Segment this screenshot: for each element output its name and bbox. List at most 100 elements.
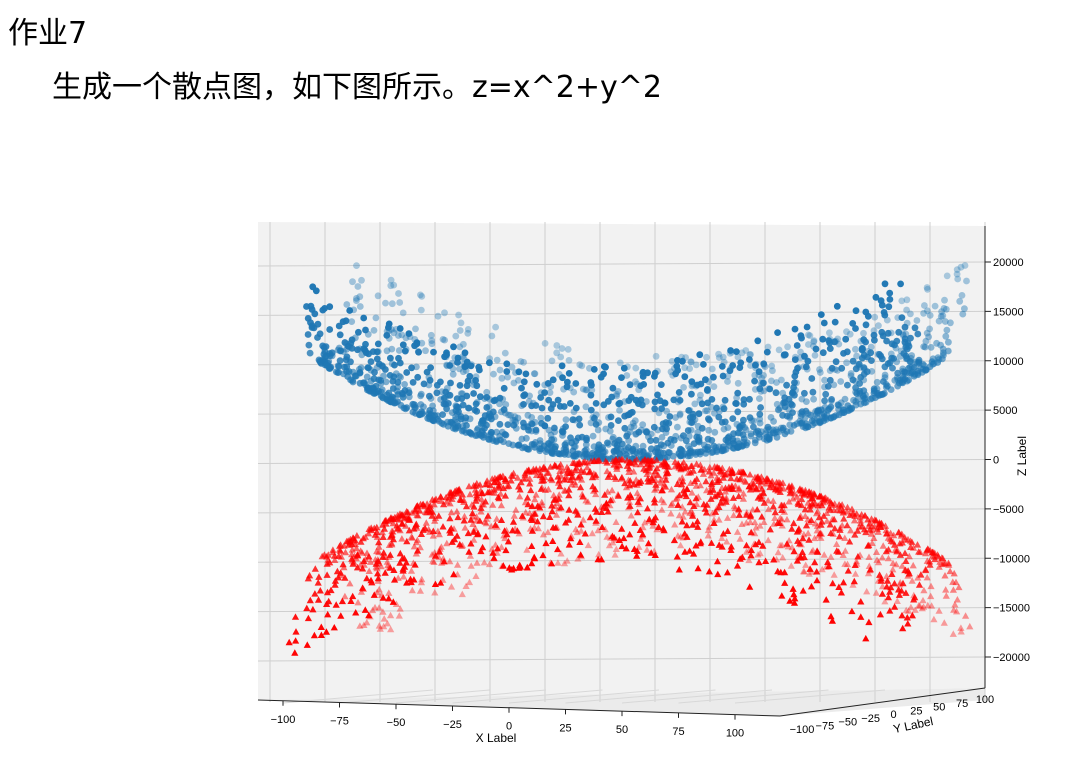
scatter-point-triangle <box>574 511 582 518</box>
scatter-point-triangle <box>347 597 355 604</box>
scatter-point-circle <box>496 420 504 428</box>
scatter-point-triangle <box>541 486 549 493</box>
scatter-point-triangle <box>827 553 835 560</box>
scatter-point-circle <box>589 432 597 440</box>
scatter-point-circle <box>718 363 726 370</box>
scatter-point-triangle <box>811 558 819 566</box>
z-tick-label: −10000 <box>993 553 1030 565</box>
scatter-point-triangle <box>516 492 524 500</box>
scatter-point-circle <box>370 327 378 334</box>
scatter-point-circle <box>587 419 595 427</box>
scatter-point-circle <box>688 378 696 385</box>
scatter-point-triangle <box>858 511 866 518</box>
scatter-point-triangle <box>759 542 767 549</box>
scatter-point-triangle <box>534 524 542 532</box>
scatter-point-circle <box>311 310 319 318</box>
z-tick-label: 20000 <box>993 257 1024 269</box>
scatter-point-circle <box>385 389 393 397</box>
scatter-point-circle <box>429 407 437 414</box>
scatter-point-triangle <box>738 553 746 561</box>
scatter-point-triangle <box>437 493 445 500</box>
scatter-point-circle <box>693 433 701 441</box>
scatter-point-circle <box>664 439 672 447</box>
scatter-point-circle <box>428 340 436 348</box>
scatter-point-circle <box>710 442 718 450</box>
scatter-point-triangle <box>536 468 544 476</box>
scatter-point-circle <box>852 345 859 353</box>
scatter-point-triangle <box>800 568 808 575</box>
scatter-point-triangle <box>801 512 809 519</box>
scatter-point-triangle <box>291 649 299 656</box>
scatter-point-triangle <box>508 526 517 534</box>
scatter-point-circle <box>772 389 780 397</box>
scatter-point-circle <box>888 340 896 348</box>
x-tick-label: −25 <box>443 719 462 731</box>
scatter-point-triangle <box>806 518 814 525</box>
scatter-point-triangle <box>374 574 382 582</box>
scatter-point-triangle <box>388 531 396 539</box>
scatter-point-circle <box>689 381 697 388</box>
scatter-point-triangle <box>625 465 633 472</box>
scatter-point-circle <box>652 448 659 456</box>
scatter-point-triangle <box>396 559 404 566</box>
scatter-point-triangle <box>571 481 579 488</box>
scatter-point-circle <box>625 444 632 451</box>
scatter-point-triangle <box>686 547 694 554</box>
scatter-point-triangle <box>577 552 586 560</box>
scatter-point-triangle <box>826 521 834 528</box>
scatter-point-triangle <box>510 512 518 519</box>
scatter-point-triangle <box>432 495 440 502</box>
scatter-point-triangle <box>957 628 965 635</box>
scatter-point-triangle <box>633 456 641 463</box>
scatter-point-circle <box>791 379 798 386</box>
scatter-point-triangle <box>446 514 454 522</box>
scatter-point-circle <box>832 358 840 366</box>
scatter-point-circle <box>768 362 776 370</box>
scatter-point-triangle <box>526 525 535 532</box>
scatter-point-circle <box>390 329 398 337</box>
scatter-point-circle <box>908 352 916 359</box>
scatter-point-triangle <box>341 592 349 600</box>
scatter-point-circle <box>783 428 791 435</box>
scatter-point-triangle <box>439 576 447 583</box>
scatter-point-triangle <box>325 597 333 605</box>
scatter-point-triangle <box>813 509 821 517</box>
scatter-point-triangle <box>499 562 507 569</box>
scatter-point-triangle <box>548 507 556 515</box>
scatter-point-circle <box>726 367 734 375</box>
scatter-point-triangle <box>776 514 784 521</box>
scatter-point-circle <box>303 303 310 310</box>
scatter-point-circle <box>757 379 765 387</box>
scatter-point-circle <box>501 431 509 438</box>
x-tick-label: 50 <box>616 724 628 736</box>
scatter-point-circle <box>430 348 437 356</box>
scatter-point-circle <box>858 346 866 354</box>
scatter-point-triangle <box>523 563 531 571</box>
scatter-point-triangle <box>746 518 754 525</box>
scatter-point-circle <box>734 353 742 361</box>
scatter-point-triangle <box>715 516 723 523</box>
scatter-point-triangle <box>317 623 325 630</box>
scatter-point-circle <box>626 381 634 389</box>
scatter-point-circle <box>414 373 422 381</box>
scatter-point-triangle <box>541 465 549 473</box>
scatter-point-circle <box>672 414 679 421</box>
x-tick-label: 75 <box>672 726 684 738</box>
scatter-point-triangle <box>351 540 359 548</box>
scatter-point-circle <box>499 395 507 403</box>
scatter-point-triangle <box>612 456 620 463</box>
scatter-point-triangle <box>896 551 904 558</box>
scatter-point-triangle <box>898 562 906 569</box>
scatter-point-triangle <box>476 517 484 524</box>
scatter-point-circle <box>942 305 950 313</box>
scatter-point-circle <box>308 322 316 330</box>
scatter-point-circle <box>854 395 862 403</box>
scatter-point-triangle <box>687 479 695 486</box>
scatter-point-triangle <box>833 506 841 513</box>
scatter-point-triangle <box>352 544 361 552</box>
scatter-point-triangle <box>774 548 782 556</box>
scatter-point-circle <box>456 365 463 373</box>
scatter-point-triangle <box>594 456 602 464</box>
scatter-point-triangle <box>419 500 427 508</box>
scatter-point-circle <box>923 284 931 291</box>
